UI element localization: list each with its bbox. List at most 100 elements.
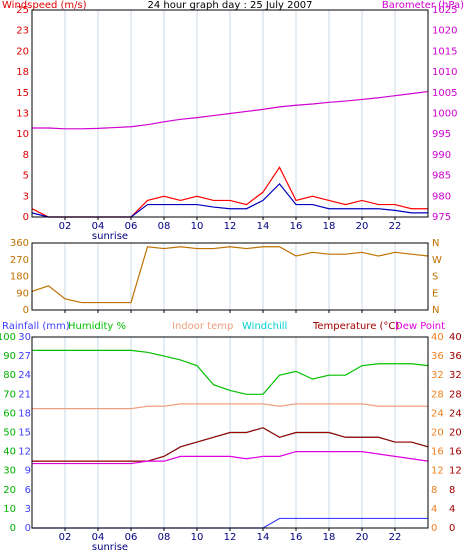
y-tick-label: 6 xyxy=(25,485,31,496)
y-tick-label: 995 xyxy=(432,129,451,140)
x-tick-label: 18 xyxy=(323,221,336,232)
y-tick-label: 990 xyxy=(432,150,451,161)
x-tick-label: 16 xyxy=(290,221,303,232)
y-tick-label: 30 xyxy=(18,332,31,343)
x-tick-label: 18 xyxy=(323,532,336,543)
y-tick-label: 23 xyxy=(16,26,29,37)
y-tick-label: 10 xyxy=(3,504,16,515)
x-tick-label: 02 xyxy=(59,221,72,232)
legend-label: Rainfall (mm) xyxy=(2,321,70,332)
y-tick-label: 1010 xyxy=(432,67,457,78)
y-tick-label: 975 xyxy=(432,212,451,223)
y-tick-label: 5 xyxy=(23,171,29,182)
y-tick-label: 32 xyxy=(449,370,462,381)
y-tick-label: 980 xyxy=(432,191,451,202)
legend-label: Windchill xyxy=(242,321,287,332)
series-line xyxy=(31,246,429,304)
y-tick-label: S xyxy=(432,272,438,283)
y-tick-label: N xyxy=(432,305,439,316)
y-tick-label: 100 xyxy=(0,332,16,343)
y-tick-label: 32 xyxy=(431,370,444,381)
y-tick-label: 15 xyxy=(16,88,29,99)
y-tick-label: 40 xyxy=(449,332,462,343)
x-tick-label: 20 xyxy=(356,532,369,543)
chart-title: 24 hour graph day : 25 July 2007 xyxy=(147,0,312,11)
y-tick-label: 180 xyxy=(10,272,29,283)
x-tick-label: 10 xyxy=(191,532,204,543)
y-tick-label: 1020 xyxy=(432,26,457,37)
y-tick-label: 20 xyxy=(3,485,16,496)
annotation: sunrise xyxy=(92,542,128,553)
y-tick-label: 0 xyxy=(449,523,455,534)
y-tick-label: 36 xyxy=(431,351,444,362)
series-line xyxy=(32,451,429,465)
y-tick-label: 1005 xyxy=(432,88,457,99)
y-tick-label: 8 xyxy=(431,485,437,496)
y-tick-label: 3 xyxy=(25,504,31,515)
x-tick-label: 22 xyxy=(389,532,402,543)
x-tick-label: 12 xyxy=(224,221,237,232)
y-tick-label: 36 xyxy=(449,351,462,362)
y-tick-label: 28 xyxy=(431,389,444,400)
y-tick-label: 90 xyxy=(3,351,16,362)
series-line xyxy=(32,403,428,410)
y-tick-label: 1025 xyxy=(432,5,457,16)
y-tick-label: 1000 xyxy=(432,109,457,120)
y-tick-label: 8 xyxy=(449,485,455,496)
x-tick-label: 22 xyxy=(389,221,402,232)
plot-frame xyxy=(31,336,429,529)
y-tick-label: 12 xyxy=(18,447,31,458)
y-tick-label: 4 xyxy=(431,504,437,515)
y-tick-label: 8 xyxy=(23,150,29,161)
legend-label: Indoor temp xyxy=(172,321,233,332)
y-tick-label: 12 xyxy=(431,466,444,477)
x-tick-label: 08 xyxy=(158,221,171,232)
y-tick-label: 0 xyxy=(23,212,29,223)
annotation: sunrise xyxy=(92,231,128,242)
y-tick-label: 16 xyxy=(431,447,444,458)
y-tick-label: 20 xyxy=(431,428,444,439)
y2-axis-label: Barometer (hPa) xyxy=(382,0,464,11)
y-tick-label: 70 xyxy=(3,389,16,400)
y-tick-label: 90 xyxy=(16,288,29,299)
y-tick-label: 24 xyxy=(449,408,462,419)
y-tick-label: 0 xyxy=(10,523,16,534)
x-tick-label: 06 xyxy=(125,532,138,543)
y-tick-label: 60 xyxy=(3,408,16,419)
y-tick-label: 21 xyxy=(18,389,31,400)
y-tick-label: 10 xyxy=(16,129,29,140)
series-line xyxy=(32,349,429,395)
y-tick-label: 0 xyxy=(23,305,29,316)
y-tick-label: 0 xyxy=(25,523,31,534)
x-tick-label: 20 xyxy=(356,221,369,232)
y-tick-label: 16 xyxy=(449,447,462,458)
y-tick-label: N xyxy=(432,238,439,249)
series-line xyxy=(32,427,429,462)
y-tick-label: 15 xyxy=(18,428,31,439)
x-tick-label: 06 xyxy=(125,221,138,232)
y-tick-label: 25 xyxy=(16,5,29,16)
x-tick-label: 10 xyxy=(191,221,204,232)
y-tick-label: 1015 xyxy=(432,46,457,57)
y-tick-label: 12 xyxy=(449,466,462,477)
x-tick-label: 12 xyxy=(224,532,237,543)
y-tick-label: 40 xyxy=(431,332,444,343)
series-line xyxy=(32,90,429,130)
x-tick-label: 08 xyxy=(158,532,171,543)
y-tick-label: 13 xyxy=(16,109,29,120)
legend-label: Temperature (°C) xyxy=(312,321,399,332)
y-tick-label: 24 xyxy=(18,370,31,381)
y-tick-label: 80 xyxy=(3,370,16,381)
y-tick-label: 24 xyxy=(431,408,444,419)
x-tick-label: 04 xyxy=(92,221,105,232)
y-tick-label: E xyxy=(432,288,438,299)
y-axis-label: Windspeed (m/s) xyxy=(2,0,87,11)
legend-label: Humidity % xyxy=(68,321,126,332)
x-tick-label: 14 xyxy=(257,532,270,543)
y-tick-label: 18 xyxy=(18,408,31,419)
y-tick-label: 28 xyxy=(449,389,462,400)
y-tick-label: 20 xyxy=(449,428,462,439)
x-tick-label: 02 xyxy=(59,532,72,543)
x-tick-label: 14 xyxy=(257,221,270,232)
